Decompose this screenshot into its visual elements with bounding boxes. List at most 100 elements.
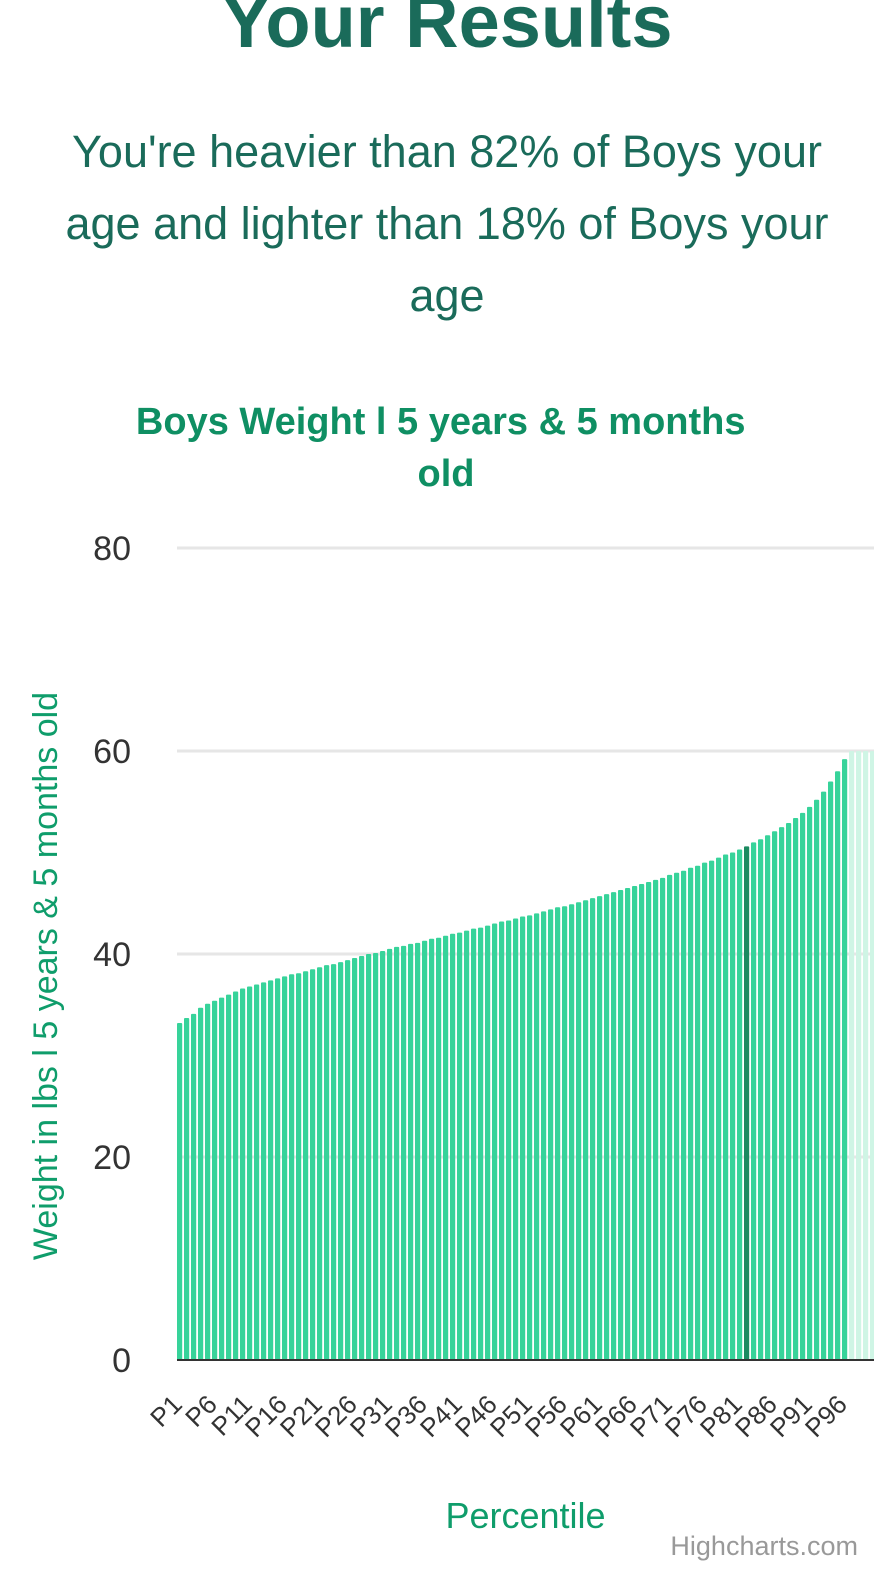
bar-P18[interactable] (296, 973, 302, 1360)
bar-P69[interactable] (653, 879, 659, 1360)
bar-P29[interactable] (373, 952, 379, 1360)
bar-P14[interactable] (268, 980, 274, 1360)
bar-P26[interactable] (352, 958, 358, 1360)
bar-P58[interactable] (576, 902, 582, 1360)
bar-P87[interactable] (779, 827, 785, 1361)
bar-P82[interactable] (744, 846, 750, 1360)
bar-P50[interactable] (520, 916, 526, 1360)
bar-P91[interactable] (807, 806, 813, 1360)
bar-P62[interactable] (604, 894, 610, 1360)
bar-P20[interactable] (310, 969, 316, 1360)
bar-P99[interactable] (863, 751, 869, 1360)
bar-P40[interactable] (450, 933, 456, 1360)
bar-P17[interactable] (289, 974, 295, 1360)
bar-P37[interactable] (429, 938, 435, 1360)
bar-P96[interactable] (842, 759, 848, 1360)
bar-P93[interactable] (821, 791, 827, 1360)
bar-P25[interactable] (345, 960, 351, 1360)
bar-P75[interactable] (695, 865, 701, 1360)
bar-P80[interactable] (730, 852, 736, 1361)
bar-P57[interactable] (569, 904, 575, 1360)
bar-P2[interactable] (184, 1017, 190, 1360)
bar-P73[interactable] (681, 870, 687, 1360)
bar-P55[interactable] (555, 907, 561, 1360)
bar-P89[interactable] (793, 817, 799, 1360)
bar-P53[interactable] (541, 911, 547, 1360)
bar-P46[interactable] (492, 923, 498, 1360)
bar-P76[interactable] (702, 862, 708, 1360)
bar-series[interactable] (177, 751, 874, 1361)
bar-P9[interactable] (233, 991, 239, 1360)
bar-P44[interactable] (478, 927, 484, 1360)
bar-P30[interactable] (380, 950, 386, 1360)
bar-P61[interactable] (597, 896, 603, 1360)
bar-P63[interactable] (611, 892, 617, 1360)
bar-P28[interactable] (366, 954, 372, 1360)
bar-P11[interactable] (247, 986, 253, 1360)
bar-P70[interactable] (660, 877, 666, 1361)
bar-P1[interactable] (177, 1023, 183, 1360)
bar-P88[interactable] (786, 823, 792, 1360)
bar-P21[interactable] (317, 967, 323, 1360)
bar-P66[interactable] (632, 886, 638, 1360)
bar-P23[interactable] (331, 964, 337, 1360)
bar-P10[interactable] (240, 988, 246, 1360)
bar-P78[interactable] (716, 857, 722, 1360)
bar-P86[interactable] (772, 831, 778, 1360)
bar-P42[interactable] (464, 930, 470, 1360)
bar-P38[interactable] (436, 937, 442, 1360)
bar-P83[interactable] (751, 842, 757, 1360)
bar-P8[interactable] (226, 994, 232, 1360)
bar-P41[interactable] (457, 932, 463, 1360)
bar-P94[interactable] (828, 781, 834, 1360)
bar-P92[interactable] (814, 799, 820, 1360)
bar-P74[interactable] (688, 867, 694, 1360)
highcharts-credit[interactable]: Highcharts.com (670, 1531, 858, 1561)
bar-P43[interactable] (471, 928, 477, 1361)
bar-P65[interactable] (625, 888, 631, 1360)
bar-P3[interactable] (191, 1013, 197, 1360)
bar-P67[interactable] (639, 883, 645, 1360)
bar-P12[interactable] (254, 984, 260, 1360)
bar-P98[interactable] (856, 751, 862, 1360)
bar-P22[interactable] (324, 965, 330, 1360)
bar-P68[interactable] (646, 881, 652, 1360)
bar-P85[interactable] (765, 835, 771, 1360)
bar-P72[interactable] (674, 872, 680, 1360)
bar-P36[interactable] (422, 940, 428, 1360)
bar-P77[interactable] (709, 860, 715, 1360)
bar-P39[interactable] (443, 935, 449, 1360)
bar-P56[interactable] (562, 906, 568, 1360)
bar-P32[interactable] (394, 946, 400, 1360)
bar-P5[interactable] (205, 1003, 211, 1360)
bar-P54[interactable] (548, 909, 554, 1360)
bar-P59[interactable] (583, 900, 589, 1360)
bar-P13[interactable] (261, 982, 267, 1360)
bar-P34[interactable] (408, 943, 414, 1360)
bar-P90[interactable] (800, 812, 806, 1360)
bar-P49[interactable] (513, 918, 519, 1360)
bar-P95[interactable] (835, 771, 841, 1360)
bar-P7[interactable] (219, 997, 225, 1360)
bar-P31[interactable] (387, 948, 393, 1360)
bar-P19[interactable] (303, 971, 309, 1360)
bar-P16[interactable] (282, 976, 288, 1360)
bar-P33[interactable] (401, 945, 407, 1360)
bar-P35[interactable] (415, 942, 421, 1360)
bar-P64[interactable] (618, 890, 624, 1360)
bar-P84[interactable] (758, 839, 764, 1360)
bar-P51[interactable] (527, 915, 533, 1360)
bar-P81[interactable] (737, 849, 743, 1360)
bar-P27[interactable] (359, 956, 365, 1360)
bar-P15[interactable] (275, 978, 281, 1360)
bar-P79[interactable] (723, 854, 729, 1360)
bar-P60[interactable] (590, 898, 596, 1360)
bar-P6[interactable] (212, 1000, 218, 1360)
bar-P52[interactable] (534, 913, 540, 1360)
bar-P24[interactable] (338, 962, 344, 1360)
bar-P100[interactable] (870, 751, 874, 1360)
bar-P97[interactable] (849, 751, 855, 1360)
bar-P47[interactable] (499, 921, 505, 1360)
bar-P71[interactable] (667, 874, 673, 1360)
bar-P45[interactable] (485, 925, 491, 1360)
